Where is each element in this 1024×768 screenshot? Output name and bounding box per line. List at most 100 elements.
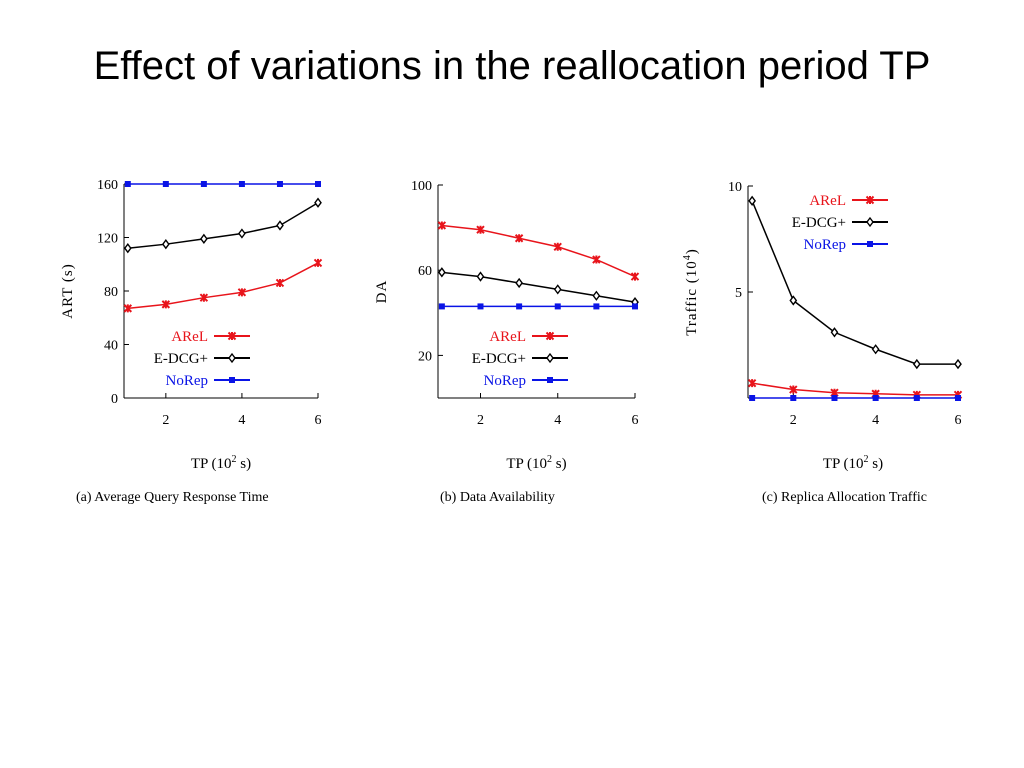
chart-b: 20 60 100 2 4 6 TP (102 s) DA AReL E-DCG+ NoRep <box>374 179 640 472</box>
x-tick-label: 2 <box>790 413 797 428</box>
y-tick-label: 5 <box>735 286 742 301</box>
x-tick-label: 6 <box>955 413 962 428</box>
data-point <box>477 303 484 310</box>
y-tick-label: 40 <box>104 339 118 354</box>
x-axis-label: TP (102 s) <box>191 454 251 472</box>
legend-label: NoRep <box>484 373 527 389</box>
data-point <box>437 267 446 278</box>
data-point <box>237 288 247 297</box>
series-arel <box>437 221 640 281</box>
data-point <box>912 358 921 370</box>
y-tick-label: 10 <box>728 180 742 195</box>
data-point <box>954 358 962 370</box>
data-point <box>516 303 523 310</box>
data-point <box>632 303 638 310</box>
y-tick-label: 80 <box>104 285 118 300</box>
legend-label: AReL <box>171 329 208 345</box>
data-point <box>592 290 601 301</box>
series-line <box>752 382 958 396</box>
data-point <box>630 272 640 281</box>
x-tick-label: 4 <box>554 413 561 428</box>
series-line <box>127 202 319 249</box>
y-axis-label: DA <box>374 280 390 304</box>
data-point <box>276 220 284 231</box>
x-tick-label: 6 <box>315 413 322 428</box>
legend-marker <box>867 241 873 247</box>
legend-label: AReL <box>809 193 846 209</box>
data-point <box>476 225 485 234</box>
y-tick-label: 20 <box>418 349 432 364</box>
chart-caption: (a) Average Query Response Time <box>76 490 269 505</box>
data-point <box>123 243 132 254</box>
x-tick-label: 2 <box>162 413 169 428</box>
legend-marker <box>866 216 874 228</box>
data-point <box>955 395 961 401</box>
chart-panel-a: 0 40 80 120 160 2 4 6 TP (102 s) ART (s) AReL E-DCG… <box>40 160 340 505</box>
x-tick-label: 2 <box>477 413 484 428</box>
data-point <box>476 271 485 282</box>
data-point <box>593 303 600 310</box>
series-line <box>127 262 319 310</box>
data-point <box>200 233 208 245</box>
data-point <box>315 181 321 187</box>
chart-caption: (b) Data Availability <box>440 490 555 505</box>
data-point <box>789 385 798 394</box>
x-axis-label: TP (102 s) <box>506 454 566 472</box>
chart-c: 5 10 2 4 6 TP (102 s) Traffic (104) AReL E-DCG+ N… <box>682 180 963 472</box>
series-e-dcg- <box>748 195 962 370</box>
data-point <box>199 293 209 302</box>
legend-label: AReL <box>489 329 526 345</box>
x-axis-label: TP (102 s) <box>823 454 883 472</box>
data-point <box>124 181 131 187</box>
data-point <box>162 181 169 187</box>
data-point <box>554 303 561 310</box>
data-point <box>123 304 133 313</box>
legend-marker <box>545 331 555 341</box>
series-line <box>441 271 636 303</box>
legend-label: E-DCG+ <box>792 215 846 231</box>
series-norep <box>438 303 638 310</box>
data-point <box>238 228 246 239</box>
slide-title: Effect of variations in the reallocation… <box>93 44 931 88</box>
y-axis-label: ART (s) <box>60 263 76 318</box>
series-line <box>751 200 958 365</box>
series-norep <box>124 181 321 187</box>
legend-marker <box>546 352 554 364</box>
data-point <box>871 344 880 355</box>
legend-marker <box>865 195 875 205</box>
chart-caption: (c) Replica Allocation Traffic <box>762 490 927 505</box>
data-point <box>200 181 207 187</box>
series-e-dcg- <box>123 197 322 254</box>
series-line <box>441 224 636 278</box>
chart-a: 0 40 80 120 160 2 4 6 TP (102 s) ART (s) AReL E-DCG… <box>60 178 323 472</box>
x-tick-label: 6 <box>632 413 639 428</box>
chart-panel-c: 5 10 2 4 6 TP (102 s) Traffic (104) AReL E-DCG+ N… <box>682 160 990 505</box>
data-point <box>830 327 839 338</box>
y-tick-label: 60 <box>418 264 432 279</box>
data-point <box>748 195 756 207</box>
series-norep <box>749 395 961 401</box>
data-point <box>161 239 170 250</box>
data-point <box>314 197 322 208</box>
y-tick-label: 120 <box>97 232 118 247</box>
data-point <box>749 395 756 401</box>
data-point <box>238 181 245 187</box>
series-arel <box>123 258 323 313</box>
y-tick-label: 160 <box>97 178 118 193</box>
data-point <box>161 300 171 309</box>
legend-marker <box>547 377 553 383</box>
data-point <box>872 395 879 401</box>
chart-panel-b: 20 60 100 2 4 6 TP (102 s) DA AReL E-DCG+ NoRep (b… <box>370 160 670 505</box>
series-arel <box>747 378 963 400</box>
data-point <box>515 277 523 289</box>
data-point <box>913 395 920 401</box>
data-point <box>437 221 447 230</box>
data-point <box>438 303 445 310</box>
data-point <box>553 284 562 295</box>
data-point <box>831 395 838 401</box>
data-point <box>514 234 524 243</box>
legend-marker <box>229 377 235 383</box>
legend-marker <box>227 331 237 341</box>
y-tick-label: 100 <box>411 179 432 194</box>
x-tick-label: 4 <box>238 413 245 428</box>
